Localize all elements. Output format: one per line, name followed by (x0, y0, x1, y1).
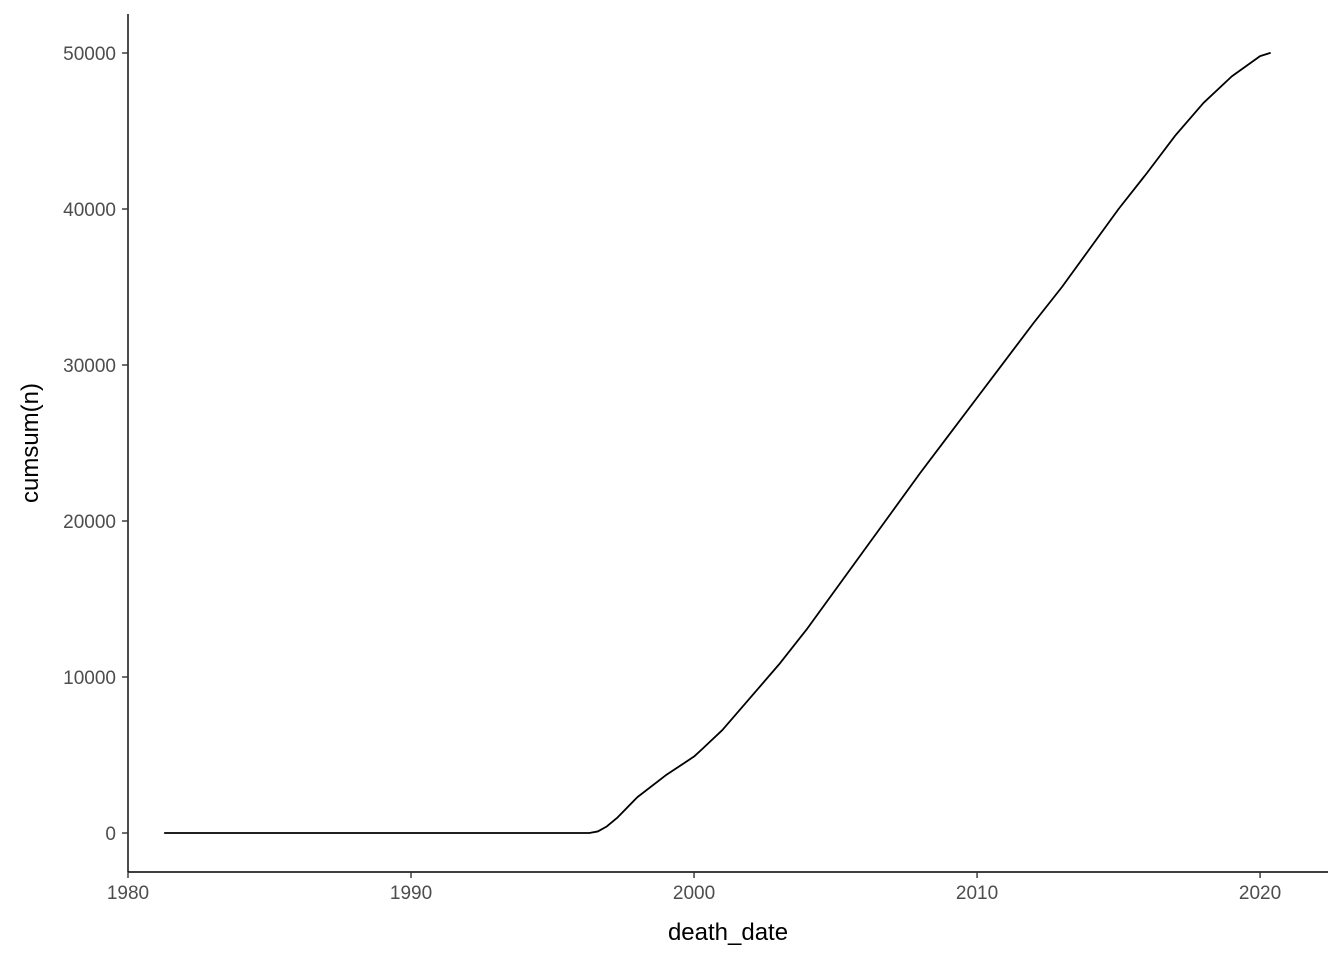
plot-area (163, 52, 1271, 834)
x-tick-label: 1990 (390, 883, 432, 904)
y-tick-label: 30000 (63, 356, 116, 377)
y-tick-label: 10000 (63, 668, 116, 689)
y-tick-label: 20000 (63, 512, 116, 533)
x-tick-label: 2010 (956, 883, 998, 904)
x-tick-label: 2020 (1239, 883, 1281, 904)
y-tick-label: 0 (105, 824, 116, 845)
axes: 1980 1990 2000 2010 2020 0 10000 20000 30000 400… (63, 14, 1328, 904)
x-tick-label: 2000 (673, 883, 715, 904)
x-tick-label: 1980 (107, 883, 149, 904)
y-tick-label: 50000 (63, 44, 116, 65)
x-axis-ticks: 1980 1990 2000 2010 2020 (107, 872, 1281, 904)
y-axis-ticks: 0 10000 20000 30000 40000 50000 (63, 44, 128, 845)
x-axis-title: death_date (668, 919, 788, 946)
y-axis-title: cumsum(n) (17, 383, 44, 503)
series-line (163, 52, 1271, 834)
y-tick-label: 40000 (63, 200, 116, 221)
